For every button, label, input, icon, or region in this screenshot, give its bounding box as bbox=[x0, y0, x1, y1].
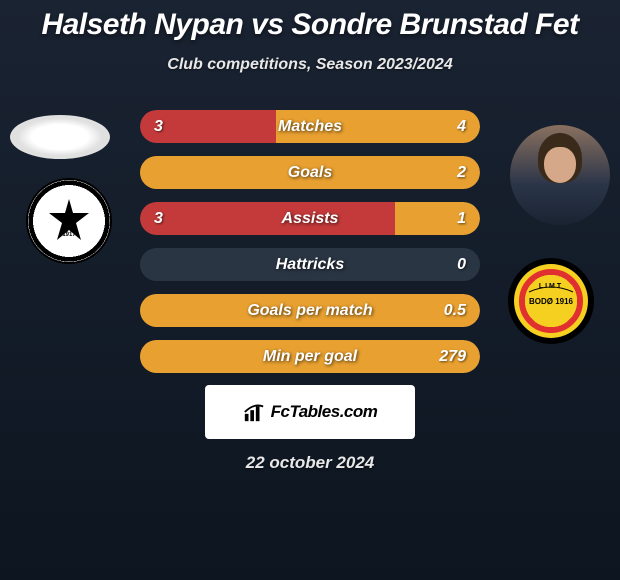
club-logo-right: BODØ 1916 LIMT bbox=[508, 258, 594, 344]
stat-label: Goals per match bbox=[140, 302, 480, 320]
page-title: Halseth Nypan vs Sondre Brunstad Fet bbox=[0, 8, 620, 42]
source-badge: FcTables.com bbox=[205, 385, 415, 439]
stat-row: 0Hattricks bbox=[140, 248, 480, 281]
svg-text:LIMT: LIMT bbox=[539, 283, 563, 290]
stat-row: 279Min per goal bbox=[140, 340, 480, 373]
svg-text:BODØ 1916: BODØ 1916 bbox=[529, 297, 574, 306]
stat-row: 31Assists bbox=[140, 202, 480, 235]
bodo-glimt-crest-icon: BODØ 1916 LIMT bbox=[514, 264, 588, 338]
stat-row: 34Matches bbox=[140, 110, 480, 143]
rosenborg-crest-icon: 1917 bbox=[44, 196, 94, 246]
svg-text:1917: 1917 bbox=[62, 232, 76, 238]
stat-row: 0.5Goals per match bbox=[140, 294, 480, 327]
stat-label: Hattricks bbox=[140, 256, 480, 274]
fctables-logo-icon bbox=[243, 401, 265, 423]
badge-text: FcTables.com bbox=[271, 402, 378, 422]
stat-label: Min per goal bbox=[140, 348, 480, 366]
stat-label: Assists bbox=[140, 210, 480, 228]
club-logo-left: 1917 bbox=[26, 178, 112, 264]
subtitle: Club competitions, Season 2023/2024 bbox=[0, 56, 620, 74]
stat-label: Goals bbox=[140, 164, 480, 182]
player-left-photo bbox=[10, 115, 110, 159]
player-right-photo bbox=[510, 125, 610, 225]
date: 22 october 2024 bbox=[0, 453, 620, 473]
stat-label: Matches bbox=[140, 118, 480, 136]
comparison-infographic: Halseth Nypan vs Sondre Brunstad Fet Clu… bbox=[0, 0, 620, 580]
stat-row: 2Goals bbox=[140, 156, 480, 189]
